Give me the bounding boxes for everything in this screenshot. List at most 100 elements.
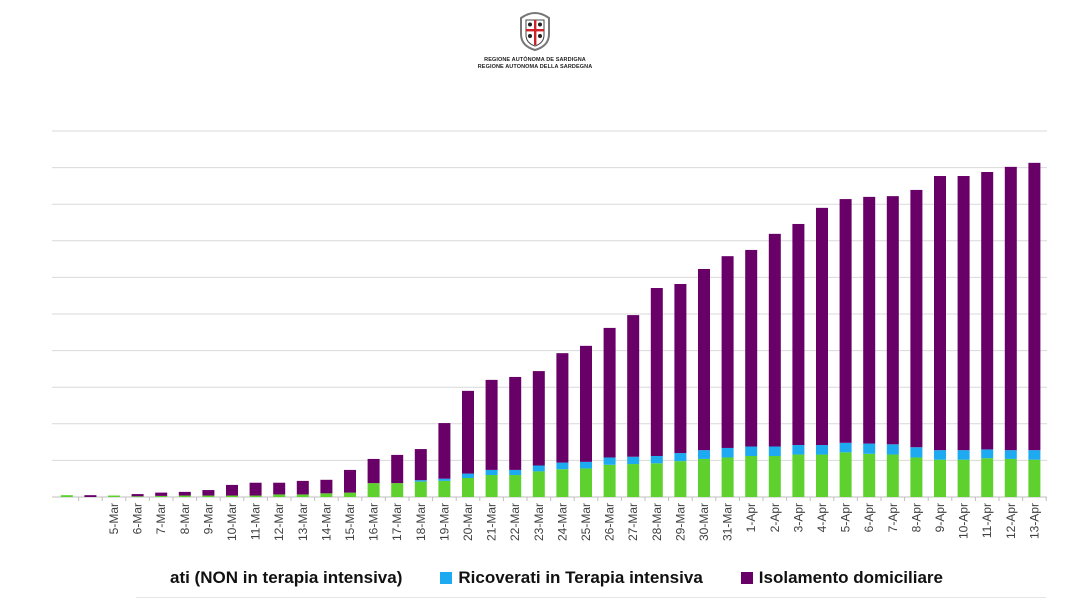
bar-segment-ricoverati [438,480,451,497]
bar-segment-terapia-intensiva [792,445,805,455]
x-tick-label: 13-Apr [1027,503,1041,539]
bar-segment-isolamento [768,233,781,447]
bar-segment-ricoverati [981,458,994,497]
bar-segment-ricoverati [839,452,852,497]
x-tick-label: 17-Mar [390,503,404,541]
bar-segment-isolamento [698,268,710,451]
bar-segment-ricoverati [532,471,545,497]
bar-segment-terapia-intensiva [816,445,828,455]
bar-segment-isolamento [1028,162,1041,451]
bar-segment-isolamento [556,353,569,463]
x-tick-label: 28-Mar [650,503,664,541]
bar-segment-terapia-intensiva [698,450,710,459]
bar-segment-terapia-intensiva [863,443,876,454]
bar-segment-terapia-intensiva [1004,450,1017,459]
bar-segment-terapia-intensiva [485,469,498,476]
bar-segment-isolamento [391,454,404,484]
bar-segment-isolamento [886,196,899,445]
bar-segment-isolamento [273,482,286,495]
bar-segment-ricoverati [603,464,616,497]
legend-item-ricoverati-non-ti: ati (NON in terapia intensiva) [170,568,402,588]
bar-segment-isolamento [155,492,168,496]
bar-segment-terapia-intensiva [627,456,640,465]
bar-segment-ricoverati [273,494,286,497]
x-tick-label: 16-Mar [367,503,381,541]
bar-segment-terapia-intensiva [509,469,522,476]
bar-segment-ricoverati [108,495,120,497]
bar-segment-isolamento [910,189,923,448]
bar-segment-isolamento [84,495,97,497]
bar-segment-ricoverati [721,457,734,497]
bar-segment-isolamento [721,256,734,448]
bar-segment-isolamento [745,249,758,447]
bar-segment-ricoverati [485,475,498,497]
bar-segment-ricoverati [178,495,191,497]
legend: ati (NON in terapia intensiva) Ricoverat… [170,566,981,590]
x-tick-label: 26-Mar [603,503,617,541]
legend-label: Ricoverati in Terapia intensiva [458,568,703,587]
bar-segment-isolamento [627,315,640,457]
x-tick-label: 8-Mar [178,503,192,534]
bar-segment-ricoverati [934,459,946,497]
x-tick-label: 23-Mar [532,503,546,541]
bar-segment-isolamento [957,176,970,451]
bar-segment-ricoverati [863,453,876,497]
bar-segment-ricoverati [226,495,238,497]
x-tick-label: 12-Mar [272,503,286,541]
x-tick-label: 29-Mar [673,503,687,541]
x-tick-label: 6-Mar [131,503,145,534]
bar-segment-terapia-intensiva [462,473,474,478]
bar-segment-ricoverati [910,457,923,497]
bar-segment-isolamento [509,376,522,470]
bar-segment-terapia-intensiva [580,461,592,469]
bar-segment-ricoverati [367,483,380,497]
regione-sardegna-logo: REGIONE AUTÒNOMA DE SARDIGNA REGIONE AUT… [470,8,600,78]
bar-segment-isolamento [131,494,144,497]
bar-segment-terapia-intensiva [603,457,616,465]
x-tick-label: 10-Mar [225,503,239,541]
bar-segment-ricoverati [768,456,781,497]
bar-segment-ricoverati [698,458,710,497]
bar-segment-terapia-intensiva [981,449,994,459]
bar-segment-ricoverati [414,481,427,497]
x-tick-label: 30-Mar [697,503,711,541]
x-tick-label: 12-Apr [1004,503,1018,539]
bar-segment-isolamento [296,480,309,495]
bar-segment-ricoverati [462,477,474,497]
bar-segment-ricoverati [650,463,663,497]
bar-segment-ricoverati [320,493,333,497]
x-tick-label: 1-Apr [744,503,758,532]
bar-segment-isolamento [650,288,663,457]
bar-segment-ricoverati [344,492,356,497]
bar-segment-terapia-intensiva [414,480,427,482]
x-tick-label: 21-Mar [485,503,499,541]
x-tick-label: 7-Mar [154,503,168,534]
logo-caption-2: REGIONE AUTONOMA DELLA SARDEGNA [477,64,593,70]
legend-border [136,597,1046,598]
bar-segment-isolamento [485,379,498,470]
bar-segment-isolamento [462,390,474,474]
coat-of-arms-icon [520,12,550,52]
bar-segment-isolamento [320,479,333,494]
x-tick-label: 8-Apr [909,503,923,532]
bar-segment-terapia-intensiva [886,444,899,455]
bar-segment-isolamento [580,345,592,462]
bar-segment-ricoverati [60,495,73,497]
bar-segment-ricoverati [131,496,144,497]
legend-label: ati (NON in terapia intensiva) [170,568,403,587]
bar-segment-ricoverati [627,464,640,497]
x-tick-label: 4-Apr [815,503,829,532]
bar-segment-isolamento [178,491,191,496]
bar-segment-terapia-intensiva [934,450,946,460]
bar-segment-terapia-intensiva [674,453,687,462]
bar-segment-isolamento [863,196,876,444]
bar-segment-isolamento [981,171,994,450]
x-tick-label: 15-Mar [343,503,357,541]
bar-segment-isolamento [249,482,262,496]
bar-segment-terapia-intensiva [721,447,734,458]
x-tick-label: 20-Mar [461,503,475,541]
x-tick-label: 18-Mar [414,503,428,541]
bar-segment-ricoverati [580,468,592,497]
bar-segment-isolamento [816,207,828,446]
bar-segment-ricoverati [509,475,522,497]
